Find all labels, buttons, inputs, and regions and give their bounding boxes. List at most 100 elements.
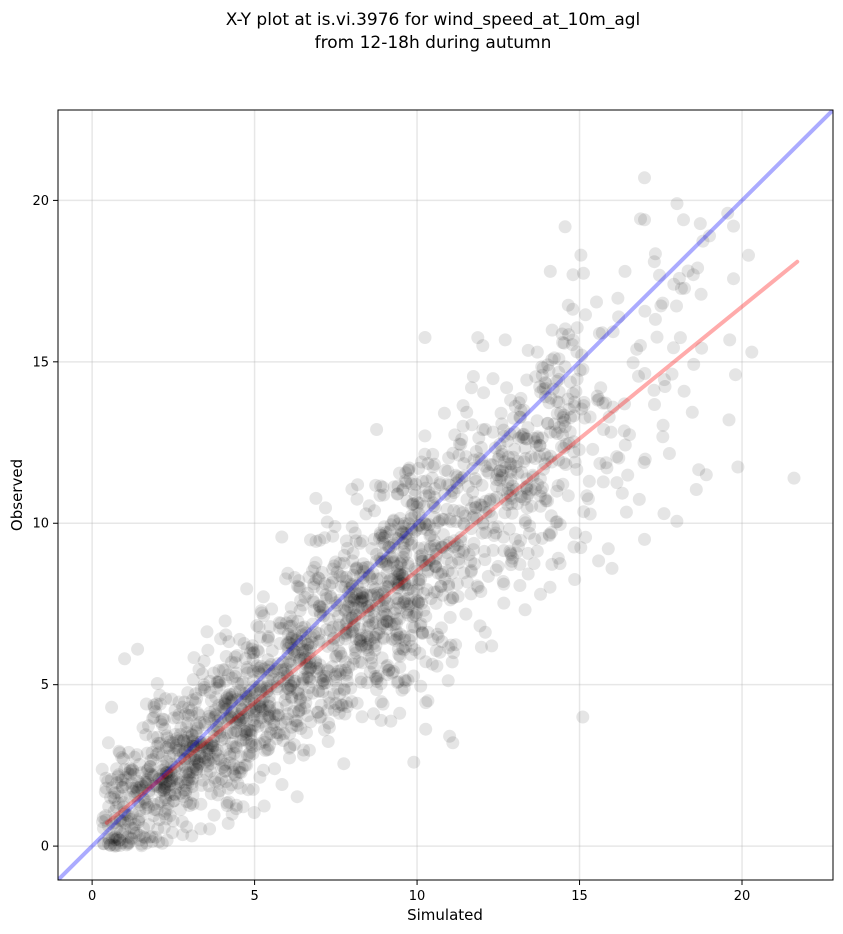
scatter-point	[541, 358, 555, 372]
scatter-point	[398, 567, 412, 580]
scatter-point	[368, 670, 382, 683]
scatter-point	[477, 500, 491, 514]
scatter-point	[339, 628, 353, 642]
scatter-point	[577, 266, 590, 280]
scatter-point	[340, 603, 354, 617]
scatter-point	[114, 773, 128, 787]
scatter-point	[499, 493, 512, 507]
scatter-point	[340, 696, 353, 710]
scatter-point	[495, 448, 509, 461]
scatter-point	[240, 661, 254, 674]
scatter-point	[245, 724, 259, 738]
scatter-point	[606, 400, 620, 414]
scatter-point	[381, 658, 394, 672]
scatter-point	[346, 625, 360, 639]
scatter-point	[448, 539, 462, 553]
scatter-point	[288, 571, 302, 584]
scatter-point	[155, 783, 169, 797]
scatter-point	[225, 695, 239, 709]
scatter-point	[271, 657, 285, 671]
scatter-point	[315, 583, 329, 597]
scatter-point	[173, 751, 187, 765]
scatter-point	[203, 674, 217, 688]
scatter-point	[186, 739, 200, 753]
scatter-point	[253, 693, 267, 707]
scatter-point	[139, 795, 152, 809]
scatter-point	[287, 643, 301, 657]
scatter-point	[437, 406, 451, 420]
scatter-point	[311, 684, 325, 698]
scatter-point	[256, 763, 270, 777]
scatter-point	[667, 277, 681, 291]
scatter-point	[290, 632, 304, 646]
scatter-point	[123, 762, 137, 776]
scatter-point	[292, 580, 306, 594]
scatter-point	[428, 490, 442, 504]
scatter-point	[298, 633, 312, 647]
scatter-point	[285, 690, 298, 704]
scatter-point	[114, 789, 128, 803]
scatter-point	[677, 213, 690, 227]
scatter-point	[575, 348, 589, 362]
scatter-point	[454, 534, 468, 548]
scatter-point	[426, 633, 440, 646]
scatter-point	[347, 591, 361, 605]
scatter-point	[449, 638, 463, 652]
scatter-point	[520, 472, 534, 486]
scatter-point	[165, 771, 179, 785]
scatter-point	[187, 753, 201, 767]
scatter-point	[284, 631, 298, 645]
scatter-point	[573, 363, 587, 377]
scatter-point	[370, 586, 384, 600]
scatter-point	[332, 618, 346, 632]
scatter-point	[146, 752, 160, 766]
y-axis-label: Observed	[8, 459, 26, 531]
scatter-point	[201, 643, 215, 657]
scatter-point	[155, 749, 169, 763]
scatter-point	[419, 518, 433, 532]
scatter-point	[285, 631, 299, 645]
scatter-point	[173, 775, 187, 789]
scatter-point	[410, 564, 424, 578]
scatter-point	[400, 527, 413, 540]
scatter-point	[364, 588, 378, 602]
scatter-point	[168, 787, 182, 801]
scatter-point	[452, 556, 466, 570]
scatter-point	[245, 740, 259, 754]
scatter-point	[345, 695, 359, 709]
scatter-point	[252, 620, 266, 634]
scatter-point	[359, 507, 373, 521]
scatter-point	[247, 680, 261, 694]
scatter-point	[528, 452, 542, 465]
scatter-point	[355, 594, 369, 608]
scatter-point	[674, 282, 688, 295]
scatter-point	[159, 793, 172, 807]
scatter-point	[177, 733, 191, 747]
scatter-point	[254, 660, 268, 673]
scatter-point	[143, 759, 157, 773]
scatter-point	[117, 796, 130, 810]
scatter-point	[159, 812, 173, 826]
scatter-point	[533, 489, 547, 503]
scatter-point	[182, 773, 196, 787]
scatter-point	[515, 490, 529, 504]
scatter-point	[364, 656, 378, 670]
scatter-point	[429, 542, 443, 556]
scatter-point	[656, 418, 670, 432]
scatter-point	[396, 483, 409, 497]
scatter-point	[391, 487, 405, 501]
scatter-point	[225, 688, 239, 702]
scatter-point	[742, 248, 755, 262]
scatter-point	[480, 464, 494, 478]
scatter-point	[303, 662, 316, 676]
scatter-point	[361, 637, 375, 651]
scatter-point	[501, 482, 515, 496]
scatter-point	[384, 550, 398, 564]
scatter-point	[107, 804, 121, 818]
scatter-point	[521, 343, 535, 357]
scatter-point	[229, 717, 243, 731]
scatter-point	[506, 411, 520, 425]
scatter-point	[520, 432, 534, 446]
scatter-point	[353, 536, 367, 550]
scatter-point	[272, 708, 286, 722]
